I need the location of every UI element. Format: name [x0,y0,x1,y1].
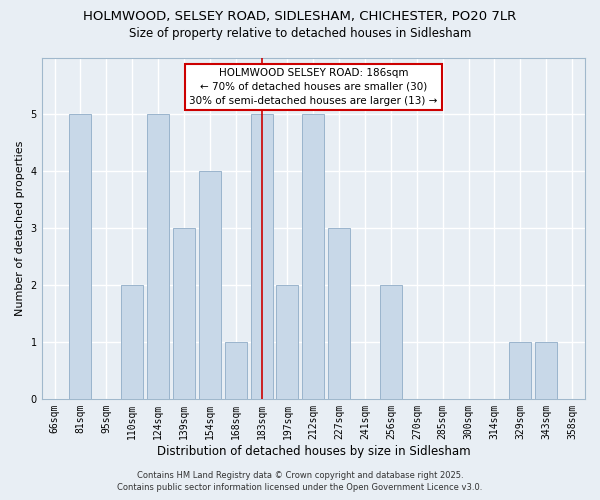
Bar [302,114,325,399]
Bar [173,228,195,399]
Text: HOLMWOOD, SELSEY ROAD, SIDLESHAM, CHICHESTER, PO20 7LR: HOLMWOOD, SELSEY ROAD, SIDLESHAM, CHICHE… [83,10,517,23]
Bar [70,114,91,399]
Text: Size of property relative to detached houses in Sidlesham: Size of property relative to detached ho… [129,28,471,40]
Bar [199,172,221,399]
Y-axis label: Number of detached properties: Number of detached properties [15,140,25,316]
Text: HOLMWOOD SELSEY ROAD: 186sqm
← 70% of detached houses are smaller (30)
30% of se: HOLMWOOD SELSEY ROAD: 186sqm ← 70% of de… [189,68,437,106]
Bar [251,114,272,399]
Bar [277,285,298,399]
Bar [535,342,557,399]
Bar [121,285,143,399]
Bar [147,114,169,399]
Bar [509,342,532,399]
Bar [225,342,247,399]
Bar [328,228,350,399]
X-axis label: Distribution of detached houses by size in Sidlesham: Distribution of detached houses by size … [157,444,470,458]
Bar [380,285,402,399]
Text: Contains HM Land Registry data © Crown copyright and database right 2025.
Contai: Contains HM Land Registry data © Crown c… [118,471,482,492]
